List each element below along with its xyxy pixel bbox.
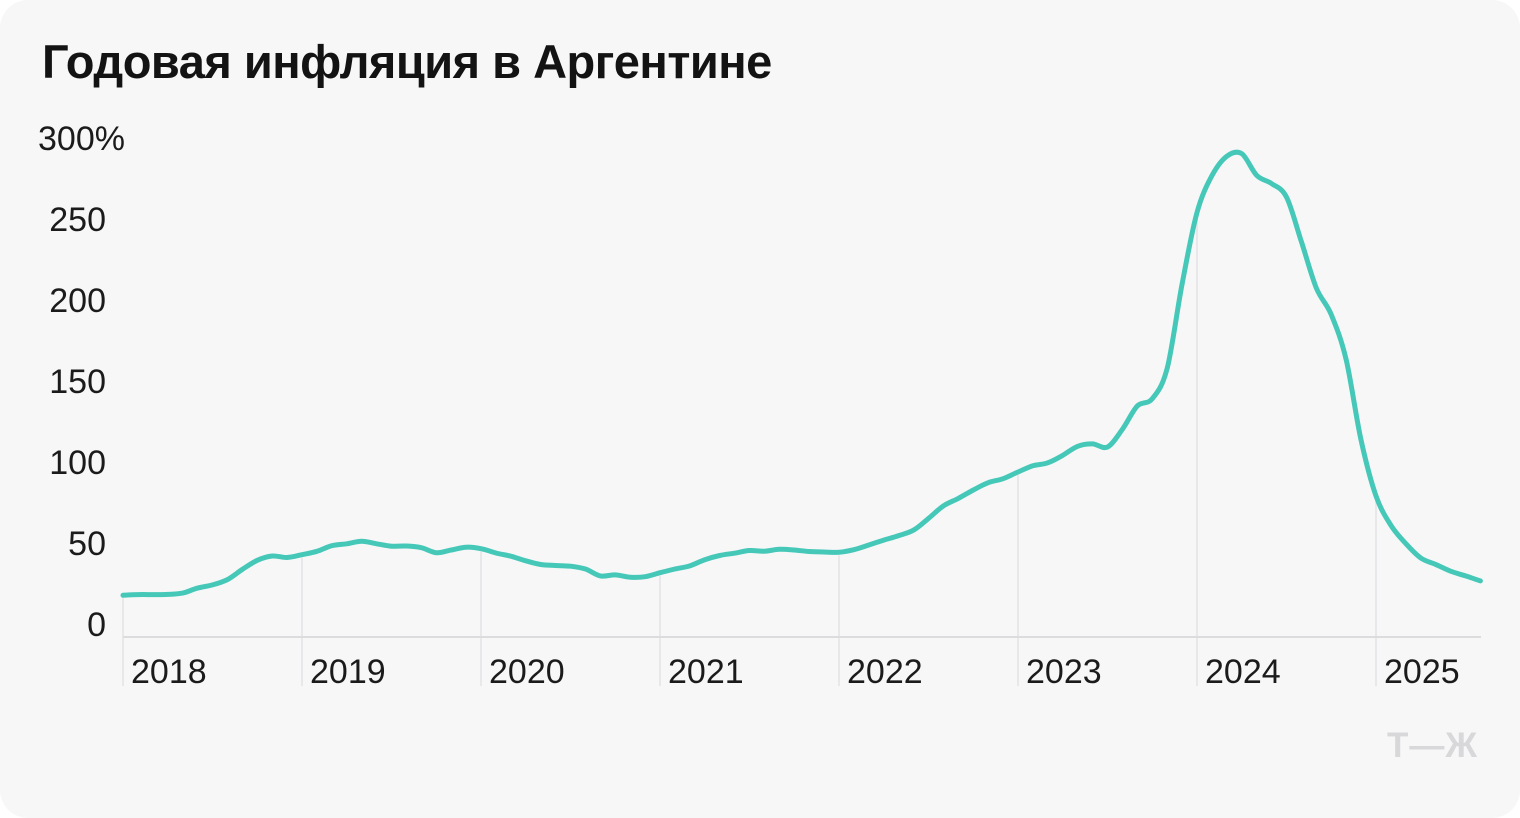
- y-axis-tick-label: 150: [49, 363, 106, 401]
- y-axis-tick-label: 0: [87, 606, 106, 644]
- x-axis-tick-label: 2023: [1026, 653, 1102, 691]
- x-axis-tick-label: 2022: [847, 653, 923, 691]
- x-axis-tick-label: 2025: [1384, 653, 1460, 691]
- x-axis-tick-label: 2024: [1205, 653, 1281, 691]
- tj-logo: Т—Ж: [1386, 726, 1478, 765]
- y-axis-tick-label: 50: [68, 525, 106, 563]
- x-axis-tick-label: 2021: [668, 653, 744, 691]
- y-axis-tick-label: 300%: [38, 120, 125, 158]
- chart-title: Годовая инфляция в Аргентине: [42, 35, 772, 88]
- y-axis-tick-label: 100: [49, 444, 106, 482]
- y-axis-tick-label: 250: [49, 201, 106, 239]
- x-axis-tick-label: 2020: [489, 653, 565, 691]
- x-axis-tick-label: 2018: [131, 653, 207, 691]
- y-axis-tick-label: 200: [49, 282, 106, 320]
- x-axis-tick-label: 2019: [310, 653, 386, 691]
